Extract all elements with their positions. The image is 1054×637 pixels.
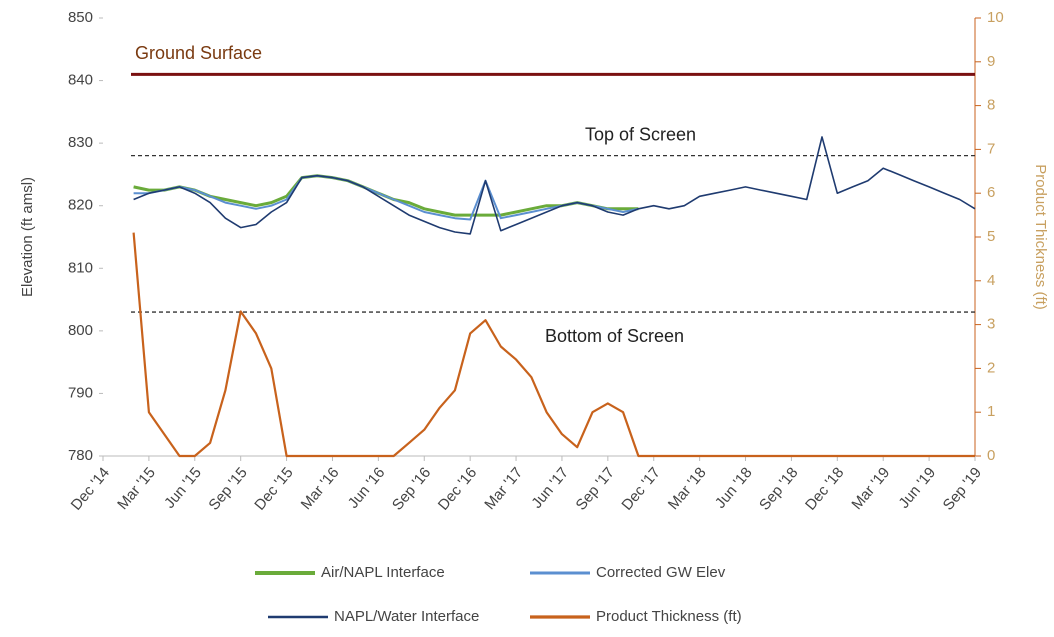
reference-label: Bottom of Screen [545,326,684,346]
y-tick-label: 850 [68,9,93,26]
y2-tick-label: 5 [987,228,995,245]
y2-tick-label: 9 [987,53,995,70]
x-tick-label: Jun '17 [528,464,572,512]
legend-label: Corrected GW Elev [596,564,726,581]
x-tick-label: Sep '19 [940,464,985,514]
legend-label: Air/NAPL Interface [321,564,445,581]
y-tick-label: 810 [68,259,93,276]
y2-tick-label: 7 [987,140,995,157]
x-tick-label: Sep '15 [205,464,250,514]
x-tick-label: Sep '17 [573,464,618,514]
series-line [133,174,639,221]
x-tick-label: Sep '18 [756,464,801,514]
y-tick-label: 800 [68,322,93,339]
x-tick-label: Sep '16 [389,464,434,514]
y2-tick-label: 8 [987,97,995,114]
y-tick-label: 820 [68,197,93,214]
reference-label: Ground Surface [135,43,262,63]
x-tick-label: Mar '16 [298,464,343,513]
y2-axis-title: Product Thickness (ft) [1032,164,1049,310]
reference-label: Top of Screen [585,124,696,144]
legend-label: NAPL/Water Interface [334,608,479,625]
x-tick-label: Dec '17 [618,464,663,514]
y-tick-label: 830 [68,134,93,151]
y2-tick-label: 10 [987,9,1004,26]
x-tick-label: Mar '17 [481,464,526,513]
x-tick-label: Dec '14 [68,464,113,514]
x-tick-label: Mar '15 [114,464,159,513]
y2-tick-label: 0 [987,447,995,464]
x-tick-label: Jun '16 [345,464,389,512]
legend-label: Product Thickness (ft) [596,608,742,625]
series-line [132,232,975,458]
x-tick-label: Jun '15 [161,464,205,512]
y-tick-label: 780 [68,447,93,464]
y2-tick-label: 1 [987,403,995,420]
y2-tick-label: 3 [987,316,995,333]
y-tick-label: 840 [68,72,93,89]
x-tick-label: Jun '19 [895,464,939,512]
x-tick-label: Dec '16 [435,464,480,514]
x-tick-label: Mar '19 [848,464,893,513]
y2-tick-label: 4 [987,272,995,289]
y2-tick-label: 6 [987,184,995,201]
y-axis-title: Elevation (ft amsl) [19,177,36,297]
y-tick-label: 790 [68,384,93,401]
x-tick-label: Dec '18 [802,464,847,514]
x-tick-label: Jun '18 [712,464,756,512]
series-line [133,136,976,235]
x-tick-label: Dec '15 [251,464,296,514]
x-tick-label: Mar '18 [665,464,710,513]
y2-tick-label: 2 [987,359,995,376]
